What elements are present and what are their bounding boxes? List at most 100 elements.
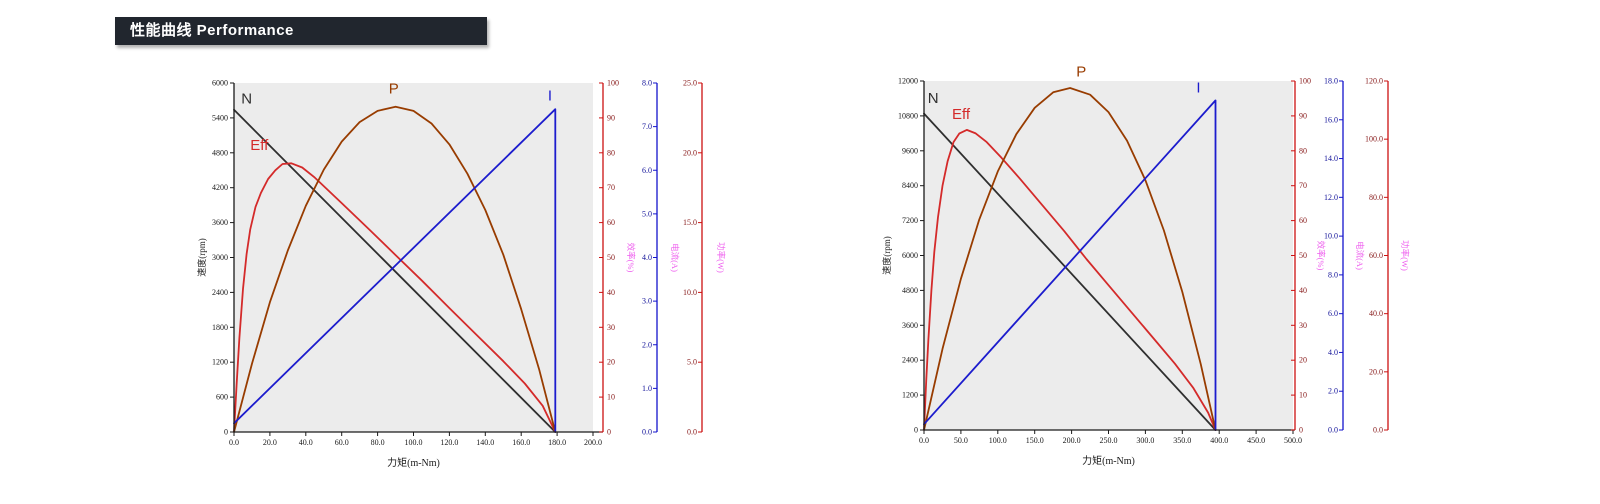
current-tick-label: 5.0 [642, 209, 652, 218]
current-tick-label: 1.0 [642, 384, 652, 393]
plot-area [924, 81, 1293, 430]
current-axis-title: 电流(A) [1355, 241, 1365, 270]
power-tick-label: 15.0 [683, 218, 697, 227]
y-tick-label: 5400 [212, 113, 228, 122]
y-tick-label: 6000 [902, 251, 918, 260]
power-tick-label: 25.0 [683, 79, 697, 88]
power-tick-label: 0.0 [687, 428, 697, 437]
current-tick-label: 0.0 [1328, 426, 1338, 435]
efficiency-tick-label: 90 [1299, 111, 1307, 120]
y-tick-label: 12000 [898, 77, 918, 86]
power-tick-label: 100.0 [1365, 135, 1383, 144]
chart-canvas: NEffPI1200010800960084007200600048003600… [881, 66, 1410, 467]
power-tick-label: 20.0 [1369, 367, 1383, 376]
current-tick-label: 2.0 [1328, 387, 1338, 396]
current-tick-label: 14.0 [1324, 154, 1338, 163]
y-tick-label: 1200 [212, 358, 228, 367]
x-tick-label: 180.0 [548, 438, 566, 447]
curve-I [923, 99, 1217, 431]
x-tick-label: 450.0 [1247, 436, 1265, 445]
x-tick-label: 500.0 [1284, 436, 1302, 445]
x-tick-label: 300.0 [1136, 436, 1154, 445]
power-tick-label: 5.0 [687, 358, 697, 367]
curve-label-Eff: Eff [952, 106, 971, 123]
current-tick-label: 6.0 [642, 166, 652, 175]
x-tick-label: 20.0 [263, 438, 277, 447]
power-tick-label: 20.0 [683, 148, 697, 157]
current-tick-label: 4.0 [1328, 348, 1338, 357]
x-tick-label: 400.0 [1210, 436, 1228, 445]
y-axis-title: 速度(rpm) [881, 236, 892, 275]
efficiency-tick-label: 70 [1299, 181, 1307, 190]
x-tick-label: 200.0 [584, 438, 602, 447]
efficiency-tick-label: 20 [1299, 356, 1307, 365]
efficiency-tick-label: 40 [607, 288, 615, 297]
section-title-banner: 性能曲线 Performance [115, 17, 487, 45]
efficiency-tick-label: 40 [1299, 286, 1307, 295]
x-tick-label: 60.0 [335, 438, 349, 447]
power-axis-title: 功率(W) [1400, 240, 1410, 271]
x-tick-label: 250.0 [1100, 436, 1118, 445]
current-tick-label: 18.0 [1324, 77, 1338, 86]
power-tick-label: 10.0 [683, 288, 697, 297]
efficiency-axis-title: 效率(%) [626, 243, 636, 273]
x-tick-label: 100.0 [989, 436, 1007, 445]
plot-area [234, 83, 593, 432]
efficiency-tick-label: 70 [607, 183, 615, 192]
curve-label-Eff: Eff [250, 137, 269, 154]
x-tick-label: 0.0 [229, 438, 239, 447]
y-tick-label: 0 [224, 428, 228, 437]
y-tick-label: 10800 [898, 111, 918, 120]
power-tick-label: 120.0 [1365, 77, 1383, 86]
y-tick-label: 7200 [902, 216, 918, 225]
curve-label-P: P [1076, 66, 1086, 81]
x-axis-title: 力矩(m-Nm) [1082, 454, 1135, 467]
current-tick-label: 16.0 [1324, 115, 1338, 124]
power-tick-label: 0.0 [1373, 426, 1383, 435]
power-axis-title: 功率(W) [716, 242, 726, 273]
curve-P [923, 87, 1217, 431]
x-axis-title: 力矩(m-Nm) [387, 456, 440, 469]
efficiency-tick-label: 100 [607, 79, 619, 88]
efficiency-tick-label: 90 [607, 113, 615, 122]
y-tick-label: 6000 [212, 79, 228, 88]
efficiency-tick-label: 30 [607, 323, 615, 332]
x-tick-label: 160.0 [512, 438, 530, 447]
efficiency-tick-label: 60 [607, 218, 615, 227]
curve-label-I: I [1196, 80, 1200, 97]
y-tick-label: 2400 [212, 288, 228, 297]
efficiency-tick-label: 10 [607, 393, 615, 402]
efficiency-tick-label: 0 [1299, 426, 1303, 435]
efficiency-tick-label: 0 [607, 428, 611, 437]
y-tick-label: 8400 [902, 181, 918, 190]
efficiency-axis-title: 效率(%) [1316, 241, 1326, 271]
y-tick-label: 2400 [902, 356, 918, 365]
performance-chart-right: N Eff P I 12000 10800 9600 8400 7200 6000 4800 3600… [860, 66, 1435, 498]
efficiency-tick-label: 20 [607, 358, 615, 367]
curve-Eff [923, 129, 1217, 431]
y-tick-label: 3600 [212, 218, 228, 227]
power-tick-label: 40.0 [1369, 309, 1383, 318]
curve-label-P: P [389, 81, 399, 98]
power-tick-label: 80.0 [1369, 193, 1383, 202]
efficiency-tick-label: 100 [1299, 77, 1311, 86]
y-tick-label: 1200 [902, 391, 918, 400]
curve-label-N: N [928, 90, 939, 107]
y-axis-title: 速度(rpm) [196, 238, 207, 277]
current-tick-label: 10.0 [1324, 232, 1338, 241]
performance-chart-left: N Eff P I 6000 5400 4800 4200 3600 3000 2400 1800 12… [195, 68, 750, 498]
y-tick-label: 0 [914, 426, 918, 435]
curve-P [233, 105, 557, 433]
y-tick-label: 4200 [212, 183, 228, 192]
x-tick-label: 80.0 [371, 438, 385, 447]
y-tick-label: 1800 [212, 323, 228, 332]
current-tick-label: 2.0 [642, 340, 652, 349]
y-tick-label: 600 [216, 393, 228, 402]
curve-label-N: N [241, 90, 252, 107]
efficiency-tick-label: 50 [607, 253, 615, 262]
efficiency-tick-label: 50 [1299, 251, 1307, 260]
efficiency-tick-label: 60 [1299, 216, 1307, 225]
curve-Eff [233, 162, 557, 433]
y-tick-label: 3000 [212, 253, 228, 262]
